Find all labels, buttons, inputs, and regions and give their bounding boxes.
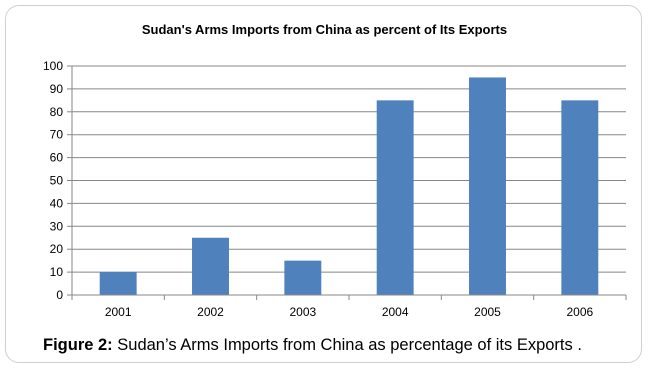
axes <box>67 65 627 300</box>
y-tick-label: 70 <box>50 128 64 142</box>
gridlines <box>72 65 626 273</box>
bar-2003 <box>284 260 322 295</box>
figure-frame <box>5 5 642 363</box>
y-tick-label: 60 <box>50 151 64 165</box>
x-tick-label: 2005 <box>474 305 501 319</box>
y-tick-label: 30 <box>50 219 64 233</box>
y-tick-label: 0 <box>56 288 63 302</box>
figure-caption: Figure 2: Sudan’s Arms Imports from Chin… <box>43 336 582 355</box>
bar-chart: 0 10 20 30 40 50 60 70 80 90 100 2001 2002 2003 2004 20… <box>43 59 627 319</box>
y-tick-label: 10 <box>50 265 64 279</box>
bar-2006 <box>561 100 599 295</box>
x-tick-label: 2004 <box>382 305 409 319</box>
y-tick-label: 80 <box>50 105 64 119</box>
bar-2001 <box>99 272 137 295</box>
bar-2002 <box>192 237 229 295</box>
x-tick-label: 2001 <box>105 305 132 319</box>
bars <box>99 77 599 295</box>
caption-text: Sudan’s Arms Imports from China as perce… <box>112 336 582 354</box>
y-tick-label: 100 <box>43 59 63 73</box>
x-tick-label: 2006 <box>566 305 593 319</box>
bar-2004 <box>376 100 414 295</box>
y-tick-label: 40 <box>50 196 64 210</box>
y-tick-label: 90 <box>50 82 64 96</box>
x-tick-label: 2003 <box>289 305 316 319</box>
y-tick-label: 50 <box>50 174 64 188</box>
caption-label: Figure 2: <box>43 336 113 354</box>
x-tick-label: 2002 <box>197 305 224 319</box>
chart-title: Sudan's Arms Imports from China as perce… <box>141 22 508 37</box>
bar-2005 <box>469 77 506 295</box>
y-tick-label: 20 <box>50 242 64 256</box>
tick-labels: 0 10 20 30 40 50 60 70 80 90 100 2001 2002 2003 2004 20… <box>43 59 594 319</box>
